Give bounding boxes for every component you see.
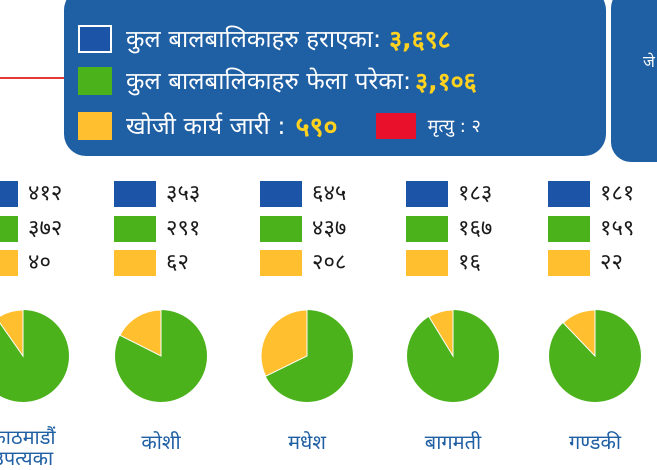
stat-swatch-found xyxy=(548,216,590,242)
stat-value-found: ४३७ xyxy=(312,216,347,241)
stat-value-search: २२ xyxy=(600,250,623,275)
stat-swatch-found xyxy=(406,216,448,242)
stat-value-search: ४० xyxy=(28,250,51,275)
legend-label-found: कुल बालबालिकाहरु फेला परेका: xyxy=(126,67,412,95)
stat-row-search: १६ xyxy=(406,250,481,276)
legend-row-search: खोजी कार्य जारी : ५९० मृत्यु : २ xyxy=(78,107,481,144)
stat-row-lost: ६४५ xyxy=(260,181,346,207)
legend-value-lost: ३,६९८ xyxy=(389,25,451,54)
pie-chart xyxy=(0,309,69,402)
stat-value-lost: ४१२ xyxy=(28,181,63,206)
legend-swatch-search xyxy=(78,111,112,140)
stat-swatch-lost xyxy=(548,181,590,207)
pie-slice-search xyxy=(119,309,162,357)
decorative-red-line xyxy=(0,77,66,79)
stat-value-search: १६ xyxy=(458,250,481,275)
stat-value-lost: ६४५ xyxy=(312,181,347,206)
stat-row-found: ३७२ xyxy=(0,216,62,242)
region-label-line: कोशी xyxy=(141,430,181,454)
stat-value-search: ६२ xyxy=(166,250,189,275)
stat-value-lost: ३५३ xyxy=(166,181,201,206)
stat-row-search: २०८ xyxy=(260,250,346,276)
stat-row-search: २२ xyxy=(548,250,623,276)
legend-row-found: कुल बालबालिकाहरु फेला परेका: ३,१०६ xyxy=(78,64,477,98)
stat-value-search: २०८ xyxy=(312,250,347,275)
stat-row-lost: ३५३ xyxy=(114,181,200,207)
stat-value-found: १५९ xyxy=(600,216,635,241)
pie-chart xyxy=(115,309,207,402)
region-label-line: काठमाडौं xyxy=(0,425,56,449)
stat-value-found: २९१ xyxy=(166,216,201,241)
stat-row-lost: १८३ xyxy=(406,181,492,207)
legend-swatch-death xyxy=(375,112,416,139)
stat-swatch-search xyxy=(260,250,302,276)
stat-value-found: १६७ xyxy=(458,216,493,241)
region-label-line: बागमती xyxy=(424,430,482,454)
stat-value-lost: १८१ xyxy=(600,181,635,206)
stat-row-search: ४० xyxy=(0,250,51,276)
legend-panel: कुल बालबालिकाहरु हराएका: ३,६९८ कुल बालबा… xyxy=(64,0,606,156)
stat-row-found: ४३७ xyxy=(260,216,346,242)
pie-slice-search xyxy=(260,309,308,377)
pie-chart xyxy=(549,309,641,402)
legend-label-search: खोजी कार्य जारी : xyxy=(126,111,286,140)
region-label: गण्डकी xyxy=(530,432,657,453)
region-label-line: उपत्यका xyxy=(0,446,54,470)
stat-row-search: ६२ xyxy=(114,250,189,276)
pie-chart xyxy=(407,309,499,402)
legend-swatch-lost xyxy=(78,25,112,53)
side-info-text: जे xyxy=(643,52,655,71)
stat-swatch-search xyxy=(114,250,156,276)
stat-value-lost: १८३ xyxy=(458,181,493,206)
stat-swatch-search xyxy=(0,250,18,276)
stat-swatch-lost xyxy=(114,181,156,207)
region-label: कोशी xyxy=(96,432,226,453)
stat-swatch-search xyxy=(548,250,590,276)
stat-row-found: १५९ xyxy=(548,216,634,242)
stat-value-found: ३७२ xyxy=(28,216,63,241)
stat-swatch-lost xyxy=(260,181,302,207)
pie-chart xyxy=(260,309,353,402)
stat-swatch-lost xyxy=(406,181,448,207)
legend-value-search: ५९० xyxy=(295,112,338,143)
stat-swatch-found xyxy=(114,216,156,242)
stat-swatch-found xyxy=(0,216,18,242)
region-label-line: मधेश xyxy=(288,430,326,454)
stat-row-found: १६७ xyxy=(406,216,492,242)
region-label: मधेश xyxy=(242,432,372,453)
legend-swatch-found xyxy=(78,67,112,95)
stat-row-lost: १८१ xyxy=(548,181,634,207)
pie-slice-search xyxy=(562,309,596,358)
legend-label-death: मृत्यु : २ xyxy=(427,115,481,137)
stat-row-lost: ४१२ xyxy=(0,181,62,207)
region-label: बागमती xyxy=(388,432,518,453)
pie-slice-search xyxy=(0,309,24,358)
legend-label-lost: कुल बालबालिकाहरु हराएका: xyxy=(126,25,382,53)
region-label-line: गण्डकी xyxy=(569,430,621,454)
legend-value-found: ३,१०६ xyxy=(415,67,477,96)
side-info-panel: जे xyxy=(611,0,657,162)
legend-row-lost: कुल बालबालिकाहरु हराएका: ३,६९८ xyxy=(78,22,451,56)
stat-swatch-search xyxy=(406,250,448,276)
stat-swatch-lost xyxy=(0,181,18,207)
pie-slice-search xyxy=(428,309,454,358)
stat-row-found: २९१ xyxy=(114,216,200,242)
stat-swatch-found xyxy=(260,216,302,242)
